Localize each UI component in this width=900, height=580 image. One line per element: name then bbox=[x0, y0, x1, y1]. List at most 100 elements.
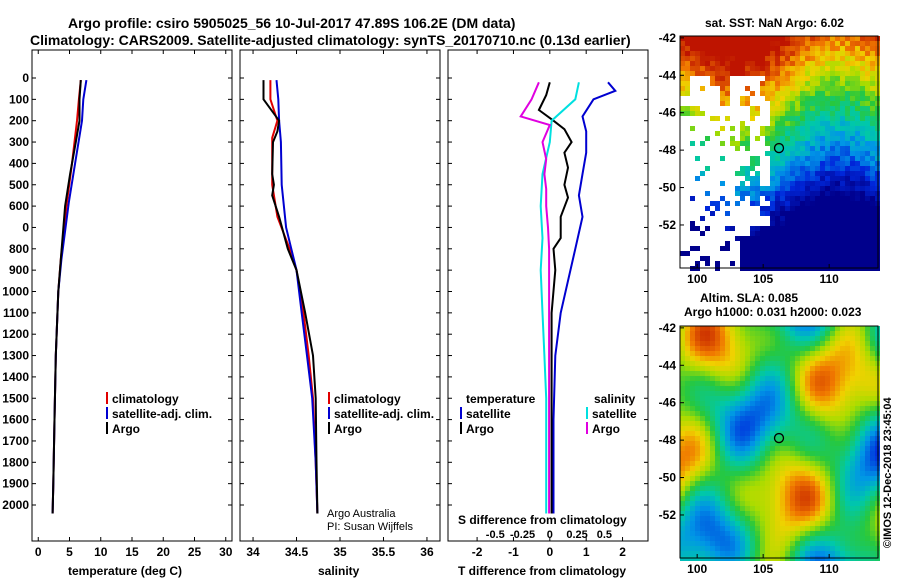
map-cell bbox=[740, 236, 745, 241]
map-cell bbox=[870, 96, 875, 101]
map-cell bbox=[765, 396, 770, 401]
map-cell bbox=[825, 551, 830, 556]
map-cell bbox=[815, 121, 820, 126]
map-cell bbox=[685, 501, 690, 506]
map-cell bbox=[705, 406, 710, 411]
map-cell bbox=[710, 491, 715, 496]
map-cell bbox=[685, 356, 690, 361]
map-cell bbox=[725, 541, 730, 546]
map-cell bbox=[840, 51, 845, 56]
map-cell bbox=[840, 36, 845, 41]
map-cell bbox=[845, 381, 850, 386]
map-cell bbox=[750, 211, 755, 216]
map-cell bbox=[790, 181, 795, 186]
map-cell bbox=[715, 201, 720, 206]
map-cell bbox=[765, 171, 770, 176]
map-cell bbox=[800, 326, 805, 331]
map-cell bbox=[705, 161, 710, 166]
map-cell bbox=[825, 106, 830, 111]
map-cell bbox=[725, 371, 730, 376]
map-cell bbox=[735, 56, 740, 61]
map-cell bbox=[805, 76, 810, 81]
map-cell bbox=[715, 116, 720, 121]
map-cell bbox=[835, 256, 840, 261]
map-cell bbox=[760, 191, 765, 196]
map-cell bbox=[690, 201, 695, 206]
map-cell bbox=[840, 186, 845, 191]
map-cell bbox=[830, 396, 835, 401]
map-cell bbox=[775, 226, 780, 231]
map-cell bbox=[685, 41, 690, 46]
map-cell bbox=[835, 486, 840, 491]
map-cell bbox=[870, 201, 875, 206]
map-cell bbox=[805, 531, 810, 536]
map-cell bbox=[700, 96, 705, 101]
map-cell bbox=[700, 76, 705, 81]
map-cell bbox=[765, 421, 770, 426]
map-cell bbox=[775, 106, 780, 111]
map-cell bbox=[800, 401, 805, 406]
map-cell bbox=[795, 536, 800, 541]
map-cell bbox=[850, 121, 855, 126]
map-cell bbox=[750, 331, 755, 336]
map-cell bbox=[760, 186, 765, 191]
map-cell bbox=[700, 201, 705, 206]
map-cell bbox=[700, 206, 705, 211]
map-cell bbox=[825, 111, 830, 116]
map-cell bbox=[795, 476, 800, 481]
map-cell bbox=[695, 446, 700, 451]
map-cell bbox=[700, 436, 705, 441]
map-cell bbox=[815, 396, 820, 401]
map-cell bbox=[765, 366, 770, 371]
map-cell bbox=[815, 61, 820, 66]
map-cell bbox=[830, 251, 835, 256]
map-cell bbox=[750, 446, 755, 451]
map-cell bbox=[810, 461, 815, 466]
map-cell bbox=[805, 61, 810, 66]
map-cell bbox=[850, 446, 855, 451]
map-cell bbox=[765, 371, 770, 376]
map-cell bbox=[770, 331, 775, 336]
map-cell bbox=[860, 131, 865, 136]
map-cell bbox=[705, 121, 710, 126]
map-cell bbox=[780, 76, 785, 81]
map-cell bbox=[795, 376, 800, 381]
map-cell bbox=[780, 71, 785, 76]
map-cell bbox=[790, 236, 795, 241]
map-cell bbox=[790, 461, 795, 466]
map-cell bbox=[695, 211, 700, 216]
map-cell bbox=[715, 46, 720, 51]
map-cell bbox=[850, 476, 855, 481]
map-cell bbox=[825, 76, 830, 81]
map-cell bbox=[815, 346, 820, 351]
map-cell bbox=[840, 526, 845, 531]
map-cell bbox=[765, 101, 770, 106]
map-cell bbox=[745, 241, 750, 246]
map-cell bbox=[805, 376, 810, 381]
map-cell bbox=[810, 256, 815, 261]
map-cell bbox=[775, 421, 780, 426]
map-cell bbox=[730, 531, 735, 536]
map-cell bbox=[815, 356, 820, 361]
map-cell bbox=[705, 51, 710, 56]
map-cell bbox=[690, 211, 695, 216]
map-cell bbox=[855, 171, 860, 176]
map-cell bbox=[745, 191, 750, 196]
map-cell bbox=[810, 531, 815, 536]
map-cell bbox=[760, 426, 765, 431]
map-cell bbox=[860, 506, 865, 511]
map-cell bbox=[840, 261, 845, 266]
map-cell bbox=[780, 41, 785, 46]
map-cell bbox=[735, 496, 740, 501]
map-cell bbox=[830, 351, 835, 356]
map-cell bbox=[720, 401, 725, 406]
map-cell bbox=[765, 61, 770, 66]
map-cell bbox=[770, 156, 775, 161]
map-cell bbox=[775, 511, 780, 516]
map-cell bbox=[745, 546, 750, 551]
map-cell bbox=[855, 236, 860, 241]
sst-map-title: sat. SST: NaN Argo: 6.02 bbox=[705, 16, 844, 30]
map-cell bbox=[745, 501, 750, 506]
map-cell bbox=[690, 221, 695, 226]
map-cell bbox=[700, 161, 705, 166]
